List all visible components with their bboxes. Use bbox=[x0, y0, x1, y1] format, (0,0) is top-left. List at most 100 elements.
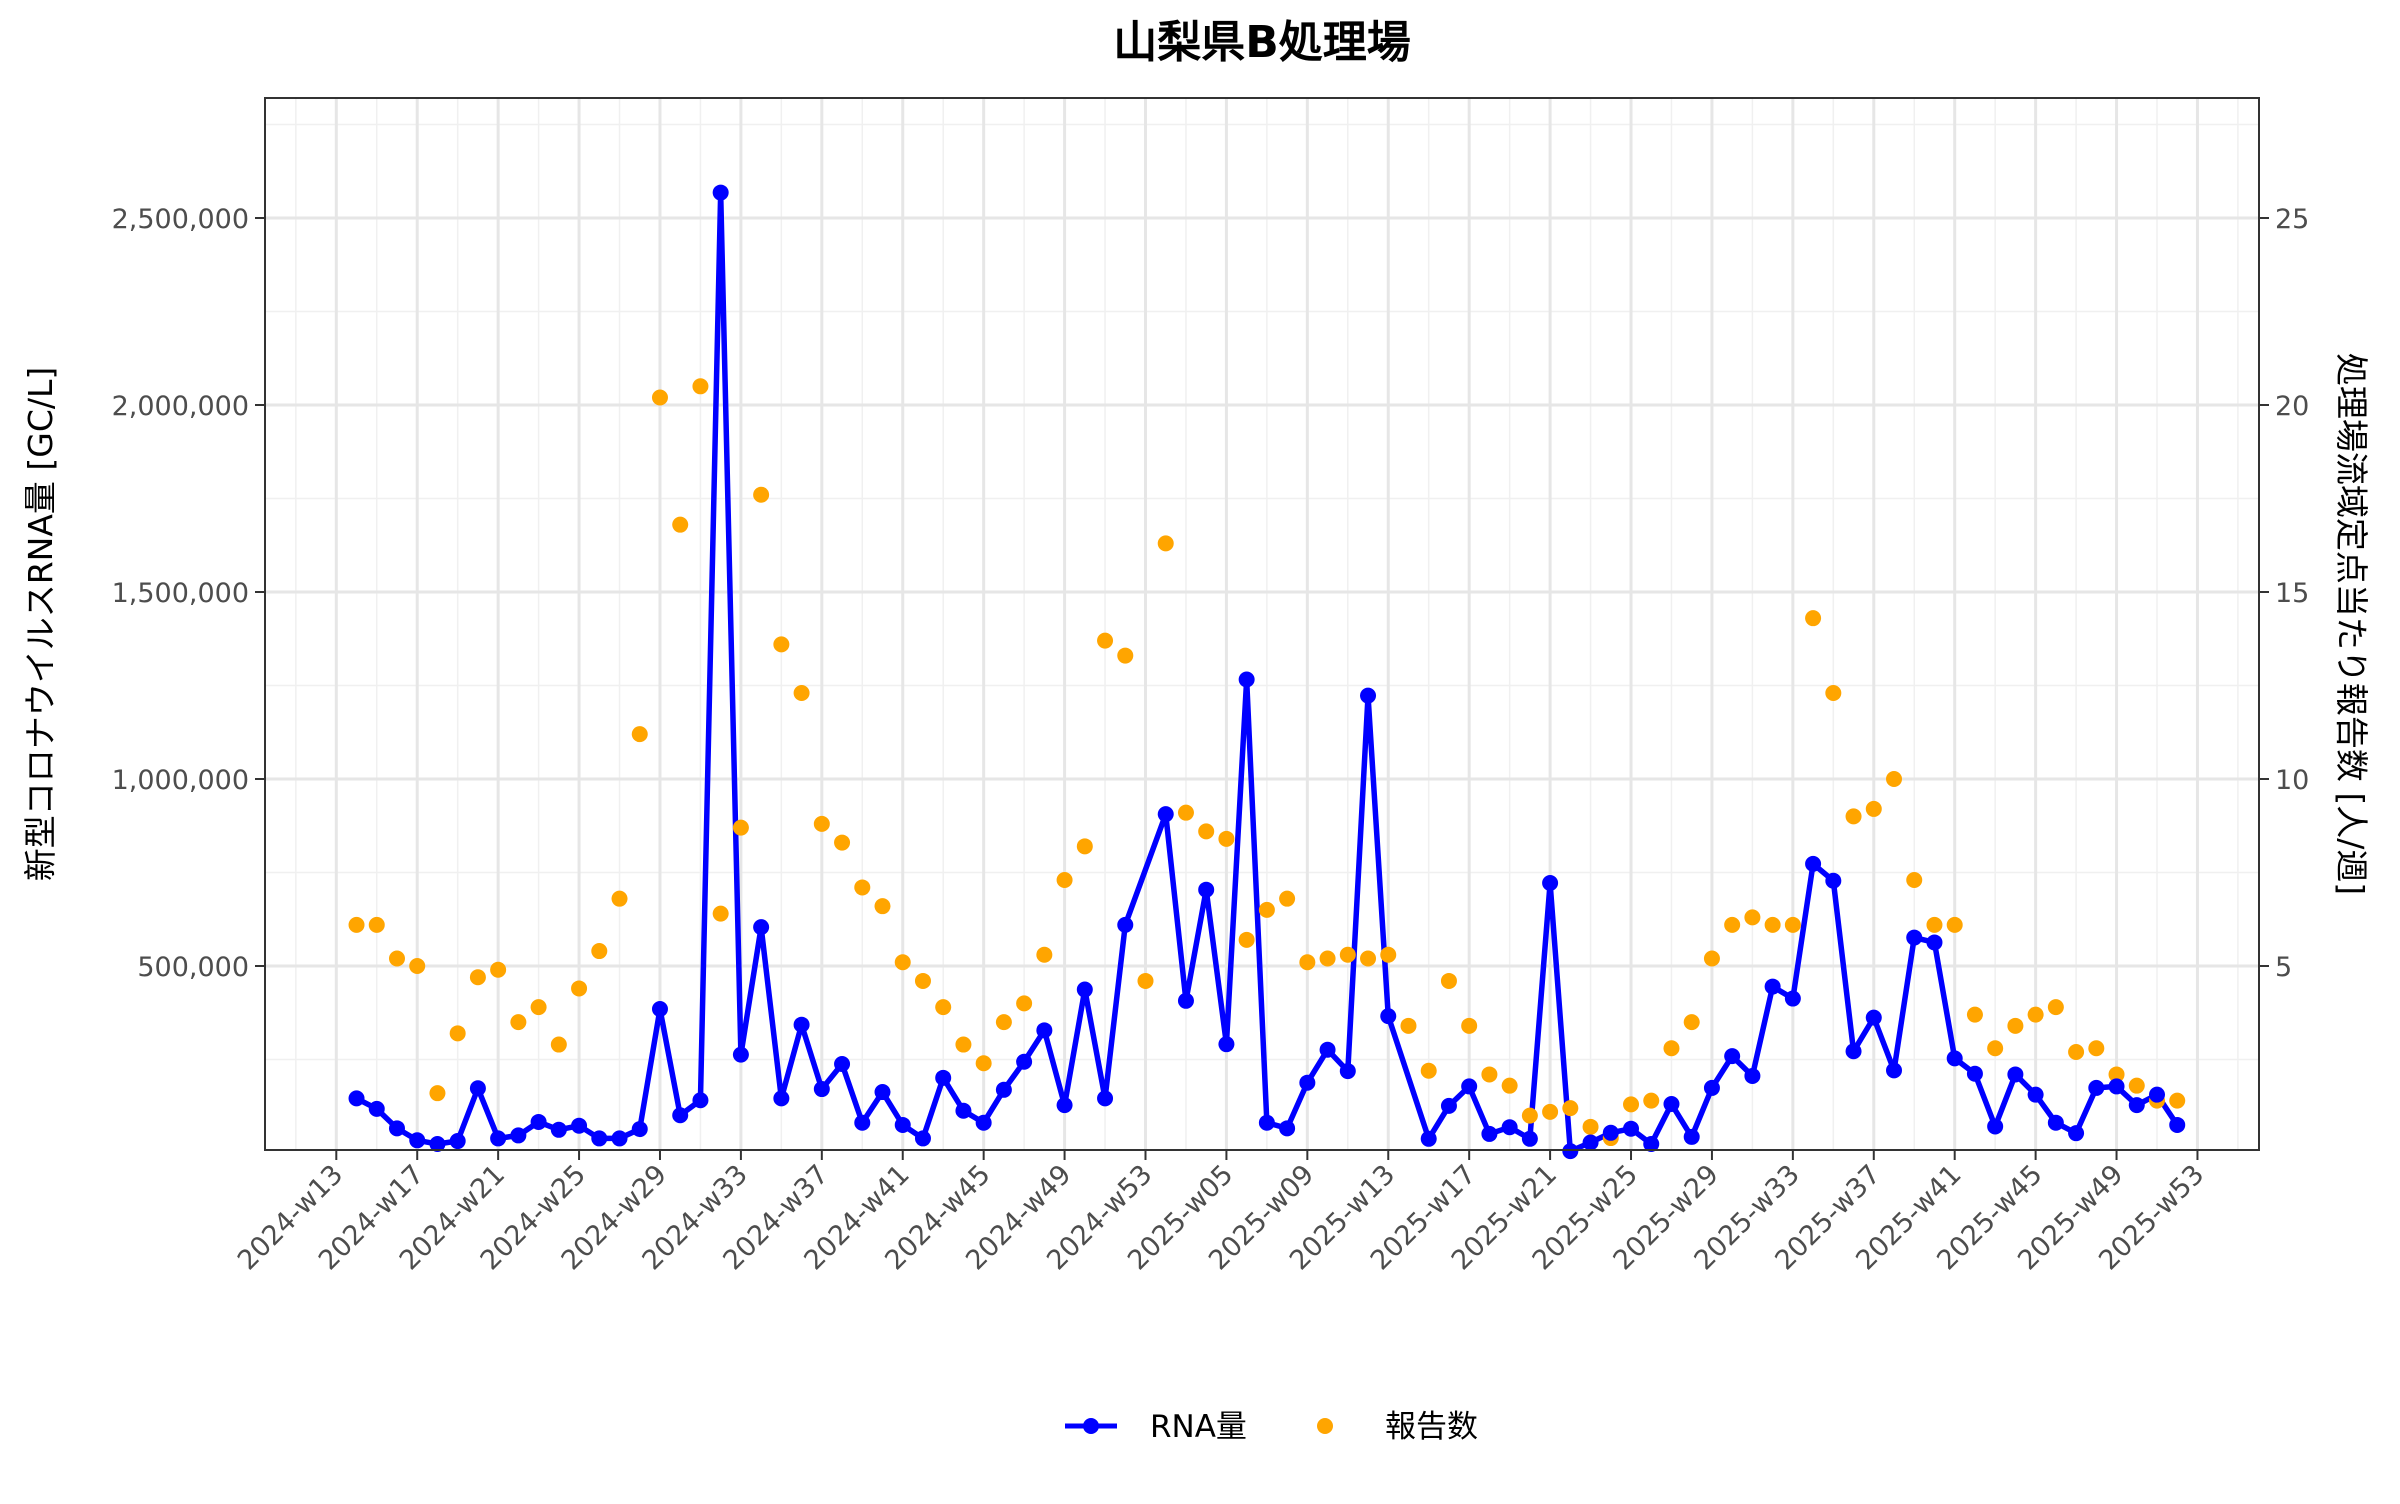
rna-point bbox=[1663, 1096, 1680, 1113]
report-point bbox=[1906, 871, 1923, 888]
rna-point bbox=[1724, 1048, 1741, 1065]
report-point bbox=[1946, 916, 1963, 933]
rna-point bbox=[1157, 806, 1174, 823]
rna-point bbox=[1643, 1136, 1660, 1153]
report-point bbox=[510, 1014, 527, 1031]
rna-point bbox=[995, 1081, 1012, 1098]
report-point bbox=[1319, 950, 1336, 967]
report-point bbox=[571, 980, 588, 997]
report-point bbox=[1542, 1103, 1559, 1120]
rna-point bbox=[1461, 1078, 1478, 1095]
report-point bbox=[1279, 890, 1296, 907]
report-point bbox=[1339, 946, 1356, 963]
report-point bbox=[550, 1036, 567, 1053]
chart-title: 山梨県B処理場 bbox=[1113, 17, 1411, 68]
rna-point bbox=[388, 1120, 405, 1137]
y2-tick-label: 10 bbox=[2275, 765, 2309, 796]
rna-point bbox=[2047, 1114, 2064, 1131]
rna-point bbox=[1886, 1062, 1903, 1079]
rna-point bbox=[1177, 992, 1194, 1009]
rna-point bbox=[935, 1069, 952, 1086]
rna-point bbox=[2088, 1079, 2105, 1096]
report-point bbox=[368, 916, 385, 933]
rna-point bbox=[975, 1114, 992, 1131]
report-point bbox=[2027, 1006, 2044, 1023]
rna-point bbox=[1845, 1043, 1862, 1060]
rna-point bbox=[611, 1130, 628, 1147]
plot-series bbox=[348, 184, 2186, 1160]
rna-point bbox=[510, 1127, 527, 1144]
report-point bbox=[1643, 1092, 1660, 1109]
rna-point bbox=[1542, 874, 1559, 891]
rna-point bbox=[1117, 916, 1134, 933]
rna-point bbox=[1238, 671, 1255, 688]
rna-point bbox=[732, 1046, 749, 1063]
report-point bbox=[1703, 950, 1720, 967]
y-tick-label: 1,500,000 bbox=[112, 578, 249, 609]
report-point bbox=[1440, 972, 1457, 989]
report-point bbox=[1521, 1107, 1538, 1124]
report-point bbox=[1380, 946, 1397, 963]
rna-point bbox=[1036, 1022, 1053, 1039]
report-point bbox=[793, 684, 810, 701]
report-point bbox=[1400, 1017, 1417, 1034]
report-point bbox=[1461, 1017, 1478, 1034]
report-point bbox=[1784, 916, 1801, 933]
rna-point bbox=[1218, 1036, 1235, 1053]
y-tick-label: 2,000,000 bbox=[112, 391, 249, 422]
rna-point bbox=[773, 1090, 790, 1107]
report-point bbox=[2128, 1077, 2145, 1094]
rna-point bbox=[1926, 934, 1943, 951]
report-point bbox=[2108, 1066, 2125, 1083]
rna-point bbox=[793, 1016, 810, 1033]
rna-point bbox=[1076, 981, 1093, 998]
report-point bbox=[1623, 1096, 1640, 1113]
rna-point bbox=[2149, 1086, 2165, 1103]
report-point bbox=[1481, 1066, 1498, 1083]
report-point bbox=[1683, 1014, 1700, 1031]
report-point bbox=[1097, 632, 1114, 649]
rna-point bbox=[368, 1100, 385, 1117]
rna-point bbox=[1380, 1008, 1397, 1025]
rna-point bbox=[1360, 687, 1377, 704]
report-point bbox=[651, 389, 668, 406]
report-point bbox=[2047, 999, 2064, 1016]
rna-point bbox=[591, 1130, 608, 1147]
rna-point bbox=[1056, 1097, 1073, 1114]
report-point bbox=[1420, 1062, 1437, 1079]
rna-point bbox=[469, 1080, 486, 1097]
y-tick-label: 2,500,000 bbox=[112, 204, 249, 235]
report-point bbox=[1865, 800, 1882, 817]
report-point bbox=[2068, 1044, 2085, 1061]
report-point bbox=[894, 954, 911, 971]
report-point bbox=[611, 890, 628, 907]
rna-point bbox=[1623, 1120, 1640, 1137]
report-point bbox=[1764, 916, 1781, 933]
rna-point bbox=[1865, 1009, 1882, 1026]
report-point bbox=[1966, 1006, 1983, 1023]
rna-point bbox=[1299, 1074, 1316, 1091]
report-point bbox=[449, 1025, 466, 1042]
y-tick-label: 500,000 bbox=[137, 952, 249, 983]
rna-point bbox=[1906, 929, 1923, 946]
report-point bbox=[409, 958, 426, 974]
rna-point bbox=[2068, 1125, 2085, 1142]
report-point bbox=[1177, 804, 1194, 821]
rna-point bbox=[894, 1116, 911, 1133]
report-point bbox=[1360, 950, 1377, 967]
rna-point bbox=[1683, 1128, 1700, 1145]
rna-point bbox=[631, 1121, 648, 1138]
rna-point bbox=[1602, 1124, 1619, 1141]
rna-point bbox=[1987, 1118, 2004, 1135]
report-point bbox=[2088, 1040, 2105, 1057]
legend-label-reports: 報告数 bbox=[1385, 1409, 1478, 1445]
rna-point bbox=[1966, 1065, 1983, 1082]
rna-point bbox=[1764, 978, 1781, 995]
rna-point bbox=[550, 1121, 567, 1138]
y2-tick-label: 5 bbox=[2275, 952, 2292, 983]
rna-point bbox=[672, 1107, 689, 1124]
y2-tick-label: 15 bbox=[2275, 578, 2309, 609]
rna-point bbox=[2128, 1097, 2145, 1114]
rna-point bbox=[1440, 1097, 1457, 1114]
